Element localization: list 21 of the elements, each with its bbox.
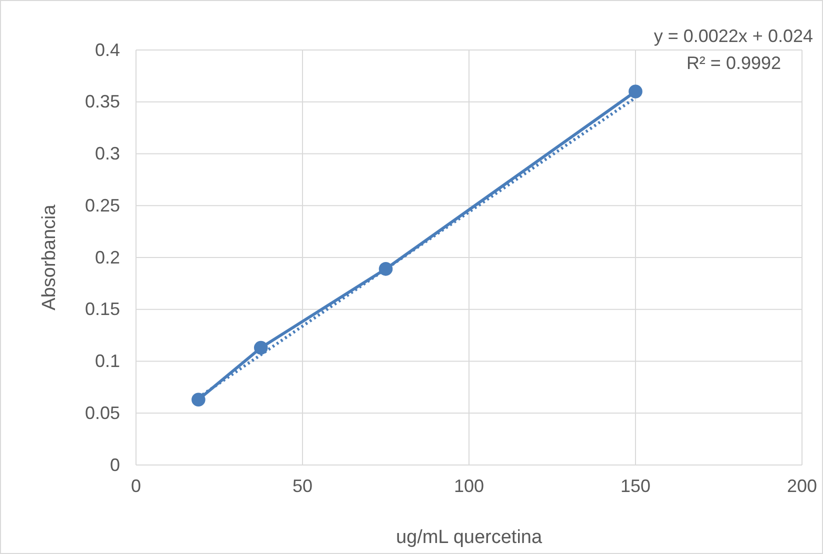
y-tick-label: 0.05 <box>84 402 120 423</box>
y-tick-label: 0.25 <box>84 195 120 216</box>
x-tick-label: 0 <box>130 476 142 496</box>
y-tick-label: 0.3 <box>94 144 120 164</box>
y-tick-label: 0.1 <box>94 351 120 372</box>
text: y = 0.0022x + 0.024 <box>654 26 813 46</box>
point <box>254 340 268 355</box>
x-axis-title: ug/mL quercetina <box>396 527 542 548</box>
y-tick-label: 0.15 <box>84 299 120 320</box>
annotation: R² = 0.9992 <box>686 53 781 73</box>
y-tick-label: 0.2 <box>94 247 120 268</box>
x-tick-label: 150 <box>620 476 651 496</box>
y-axis-title: Absorbancia <box>39 204 60 310</box>
y-tick-label: 0.4 <box>94 40 120 60</box>
point <box>192 392 206 407</box>
point <box>628 84 642 98</box>
x-tick-label: 50 <box>292 476 313 496</box>
y-tick-label: 0.35 <box>84 92 120 112</box>
x-tick-label: 100 <box>454 476 484 496</box>
y-tick-label: 0 <box>110 454 120 475</box>
x-tick-label: 200 <box>786 476 818 496</box>
